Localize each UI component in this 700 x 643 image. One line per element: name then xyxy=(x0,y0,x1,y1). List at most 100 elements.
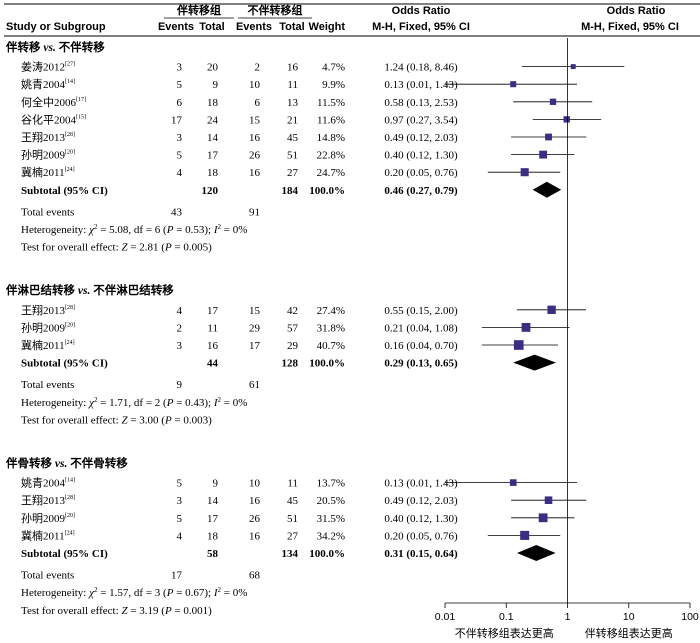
overall-z-val: = 3.19 ( xyxy=(128,605,166,617)
subgroup-title-a: 伴淋巴结转移 xyxy=(5,283,75,297)
events-1: 5 xyxy=(177,478,183,490)
effect-marker xyxy=(545,133,552,141)
events-2: 26 xyxy=(249,150,261,162)
heterogeneity-i-sup: 2 xyxy=(218,586,222,594)
effect-marker xyxy=(510,81,517,88)
or-ci-label: 0.16 (0.04, 0.70) xyxy=(384,340,458,352)
events-2: 6 xyxy=(255,97,261,109)
or-ci-label: 0.13 (0.01, 1.43) xyxy=(384,79,458,91)
total-1: 18 xyxy=(207,530,219,542)
weight-value: 9.9% xyxy=(322,79,345,91)
or-ci-label: 0.49 (0.12, 2.03) xyxy=(384,495,458,507)
subgroup-title-b: 不伴转移 xyxy=(59,40,105,54)
events-1: 3 xyxy=(177,62,183,74)
total-2: 16 xyxy=(287,62,299,74)
total-events-1: 9 xyxy=(177,379,183,391)
events-1: 2 xyxy=(177,322,183,334)
heterogeneity-p: P xyxy=(166,587,174,599)
overall-p: P xyxy=(164,605,172,617)
heterogeneity-chi: χ xyxy=(88,224,95,236)
header-study: Study or Subgroup xyxy=(6,21,106,33)
total-2: 13 xyxy=(287,97,299,109)
table-header: 伴转移组 不伴转移组 Odds Ratio Odds Ratio Study o… xyxy=(4,3,700,37)
study-name: 孙明2009[20] xyxy=(21,149,75,162)
heterogeneity-chi-sup: 2 xyxy=(94,223,98,231)
total-2: 45 xyxy=(287,132,299,144)
or-ci-label: 0.40 (0.12, 1.30) xyxy=(384,513,458,525)
total-2: 11 xyxy=(287,79,298,91)
effect-marker xyxy=(520,168,529,177)
heterogeneity-p-val: = 0.67); xyxy=(173,587,213,599)
total-2: 27 xyxy=(287,167,299,179)
effect-marker xyxy=(539,150,548,159)
header-or-title: Odds Ratio xyxy=(392,5,451,17)
heterogeneity-chi-sup: 2 xyxy=(94,586,98,594)
total-2: 21 xyxy=(287,114,298,126)
subgroup-title-vs: vs. xyxy=(41,42,59,54)
study-name-text: 何全中2006 xyxy=(21,95,76,109)
overall-effect: Test for overall effect: Z = 2.81 (P = 0… xyxy=(21,242,212,254)
weight-value: 13.7% xyxy=(317,478,345,490)
or-ci-label: 0.97 (0.27, 3.54) xyxy=(384,114,458,126)
heterogeneity: Heterogeneity: χ2 = 1.71, df = 2 (P = 0.… xyxy=(21,396,247,409)
header-group1: 伴转移组 xyxy=(176,3,221,17)
events-1: 4 xyxy=(177,167,183,179)
weight-value: 31.5% xyxy=(317,513,345,525)
axis-tick-label: 100 xyxy=(681,611,699,623)
heterogeneity-i: I xyxy=(213,397,219,409)
heterogeneity-i-sup: 2 xyxy=(218,396,222,404)
subtotal-weight: 100.0% xyxy=(309,358,345,370)
total-1: 17 xyxy=(207,150,219,162)
study-name: 冀楠2011[24] xyxy=(21,338,75,352)
study-name-text: 谷化平2004 xyxy=(21,112,76,126)
study-ref: [14] xyxy=(65,79,75,85)
total-2: 27 xyxy=(287,530,299,542)
study-ref: [28] xyxy=(65,132,75,138)
study-name-text: 姚青2004 xyxy=(21,77,65,91)
total-1: 16 xyxy=(207,340,219,352)
events-2: 16 xyxy=(249,530,261,542)
heterogeneity-chi: χ xyxy=(88,397,95,409)
effect-marker xyxy=(509,479,517,486)
total-1: 24 xyxy=(207,114,219,126)
study-name-text: 孙明2009 xyxy=(21,512,65,525)
header-group2: 不伴转移组 xyxy=(248,3,303,17)
total-1: 18 xyxy=(207,97,219,109)
events-2: 16 xyxy=(249,167,261,179)
total-1: 14 xyxy=(207,495,219,507)
or-ci-label: 0.58 (0.13, 2.53) xyxy=(384,97,458,109)
subgroup-title-vs: vs. xyxy=(52,458,70,470)
study-name: 姜涛2012[27] xyxy=(21,60,75,74)
subgroup-title-b: 不伴淋巴结转移 xyxy=(93,283,174,297)
total-2: 45 xyxy=(287,495,299,507)
events-1: 3 xyxy=(177,132,183,144)
total-2: 51 xyxy=(287,513,298,525)
or-ci-label: 0.20 (0.05, 0.76) xyxy=(384,167,458,179)
events-2: 10 xyxy=(249,478,261,490)
events-1: 5 xyxy=(177,513,183,525)
subtotal-weight: 100.0% xyxy=(309,548,345,560)
study-name-text: 王翔2013 xyxy=(21,303,65,317)
events-2: 15 xyxy=(249,114,261,126)
total-1: 14 xyxy=(207,132,219,144)
study-ref: [14] xyxy=(65,478,75,484)
effect-marker xyxy=(549,98,557,105)
heterogeneity-i-val: = 0% xyxy=(221,397,247,409)
study-name-text: 王翔2013 xyxy=(21,493,65,507)
total-events-label: Total events xyxy=(21,379,74,391)
heterogeneity-p-val: = 0.53); xyxy=(173,224,213,236)
header-or-sub: M-H, Fixed, 95% CI xyxy=(372,21,470,33)
weight-value: 11.5% xyxy=(317,97,345,109)
header-events-1: Events xyxy=(158,21,194,33)
overall-effect: Test for overall effect: Z = 3.00 (P = 0… xyxy=(21,414,212,426)
overall-effect: Test for overall effect: Z = 3.19 (P = 0… xyxy=(21,605,212,617)
overall-p-val: = 0.005) xyxy=(172,242,212,254)
events-2: 16 xyxy=(249,495,261,507)
or-ci-label: 0.20 (0.05, 0.76) xyxy=(384,530,458,542)
heterogeneity-prefix: Heterogeneity: xyxy=(21,397,89,409)
weight-value: 34.2% xyxy=(317,530,345,542)
subgroup-title-b: 不伴骨转移 xyxy=(70,456,128,470)
weight-value: 11.6% xyxy=(317,114,345,126)
study-name: 王翔2013[28] xyxy=(21,493,75,507)
